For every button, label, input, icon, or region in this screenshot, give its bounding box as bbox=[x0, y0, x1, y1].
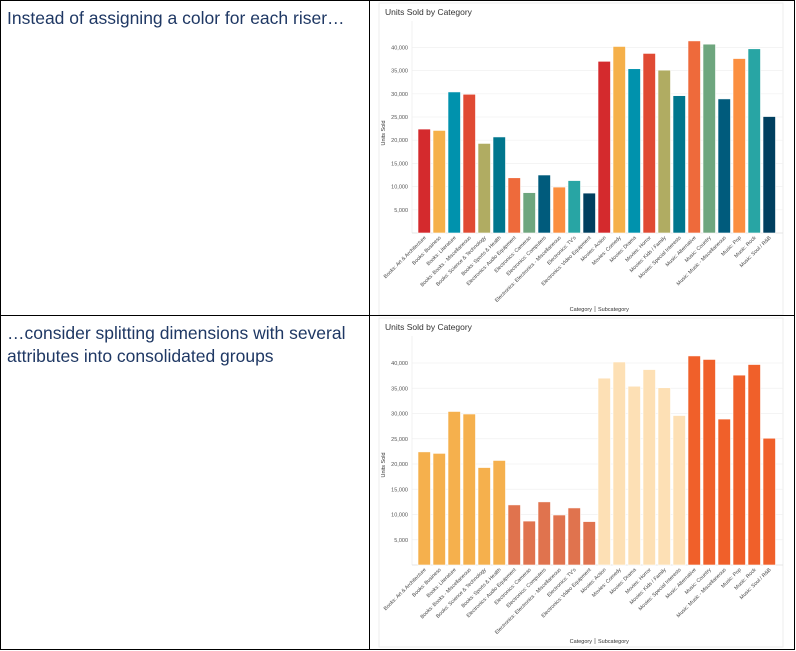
bar bbox=[492, 460, 506, 566]
bar bbox=[657, 69, 671, 234]
bar bbox=[522, 520, 536, 566]
chart-title: Units Sold by Category bbox=[385, 322, 473, 332]
bar bbox=[642, 53, 656, 234]
bar bbox=[567, 180, 581, 234]
bar bbox=[657, 387, 671, 566]
y-tick-label: 30,000 bbox=[391, 412, 408, 418]
bar bbox=[672, 415, 686, 566]
bar bbox=[627, 68, 641, 234]
note-cell: …consider splitting dimensions with seve… bbox=[0, 315, 370, 650]
bar bbox=[597, 377, 611, 566]
y-tick-label: 15,000 bbox=[391, 487, 408, 493]
bar bbox=[477, 143, 491, 234]
y-axis-title: Units Sold bbox=[381, 452, 387, 477]
bar bbox=[762, 437, 776, 566]
bar bbox=[432, 453, 446, 566]
bar bbox=[747, 48, 761, 234]
bar bbox=[747, 364, 761, 566]
y-tick-label: 40,000 bbox=[391, 361, 408, 367]
bar bbox=[717, 98, 731, 234]
bar bbox=[702, 43, 716, 234]
y-tick-label: 40,000 bbox=[391, 45, 408, 51]
bar bbox=[462, 93, 476, 234]
chart-cell: Units Sold by Category 5,000 10,000 15,000 2… bbox=[369, 0, 795, 316]
bar bbox=[612, 46, 626, 234]
bar bbox=[582, 521, 596, 566]
bar bbox=[552, 186, 566, 234]
bar bbox=[417, 128, 431, 234]
y-tick-label: 25,000 bbox=[391, 437, 408, 443]
bar bbox=[687, 40, 701, 234]
note-cell: Instead of assigning a color for each ri… bbox=[0, 0, 370, 316]
bar-chart-grouped-colors: Units Sold by Category 5,000 10,000 15,000 2… bbox=[378, 317, 784, 648]
y-tick-label: 5,000 bbox=[394, 538, 408, 544]
bar-chart-per-riser-colors: Units Sold by Category 5,000 10,000 15,000 2… bbox=[378, 2, 784, 315]
bar bbox=[522, 192, 536, 234]
bar bbox=[462, 413, 476, 566]
bar bbox=[492, 136, 506, 234]
chart-title: Units Sold by Category bbox=[385, 7, 473, 17]
bar bbox=[507, 177, 521, 234]
bar bbox=[762, 116, 776, 234]
y-axis-title: Units Sold bbox=[381, 120, 387, 145]
bar bbox=[417, 451, 431, 566]
x-axis-title-subcategory: Subcategory bbox=[598, 307, 629, 313]
bar bbox=[702, 359, 716, 566]
bar bbox=[537, 174, 551, 234]
bar bbox=[732, 58, 746, 234]
bar bbox=[537, 501, 551, 566]
note-text: …consider splitting dimensions with seve… bbox=[7, 323, 346, 366]
bar bbox=[627, 385, 641, 566]
bar bbox=[612, 361, 626, 566]
y-tick-label: 25,000 bbox=[391, 115, 408, 121]
table-row: …consider splitting dimensions with seve… bbox=[0, 315, 795, 650]
bar bbox=[507, 504, 521, 566]
bar bbox=[642, 369, 656, 566]
bar bbox=[597, 61, 611, 234]
bar bbox=[672, 95, 686, 234]
bar bbox=[447, 91, 461, 234]
bar bbox=[477, 467, 491, 566]
bar bbox=[447, 411, 461, 566]
y-tick-label: 30,000 bbox=[391, 92, 408, 98]
bar bbox=[717, 418, 731, 566]
y-tick-label: 20,000 bbox=[391, 462, 408, 468]
y-tick-label: 15,000 bbox=[391, 161, 408, 167]
y-tick-label: 35,000 bbox=[391, 386, 408, 392]
bar bbox=[432, 130, 446, 234]
y-tick-label: 20,000 bbox=[391, 138, 408, 144]
x-axis-title-category: Category bbox=[570, 639, 593, 645]
y-tick-label: 5,000 bbox=[394, 208, 408, 214]
chart-cell: Units Sold by Category 5,000 10,000 15,000 2… bbox=[369, 315, 795, 650]
bar bbox=[582, 192, 596, 234]
bar bbox=[552, 514, 566, 566]
x-axis-title-category: Category bbox=[570, 307, 593, 313]
y-tick-label: 35,000 bbox=[391, 69, 408, 75]
y-tick-label: 10,000 bbox=[391, 513, 408, 519]
table-row: Instead of assigning a color for each ri… bbox=[0, 0, 795, 316]
bar bbox=[732, 374, 746, 566]
y-tick-label: 10,000 bbox=[391, 185, 408, 191]
note-text: Instead of assigning a color for each ri… bbox=[7, 8, 345, 28]
x-axis-title-subcategory: Subcategory bbox=[598, 639, 629, 645]
bar bbox=[687, 355, 701, 566]
bar bbox=[567, 507, 581, 566]
